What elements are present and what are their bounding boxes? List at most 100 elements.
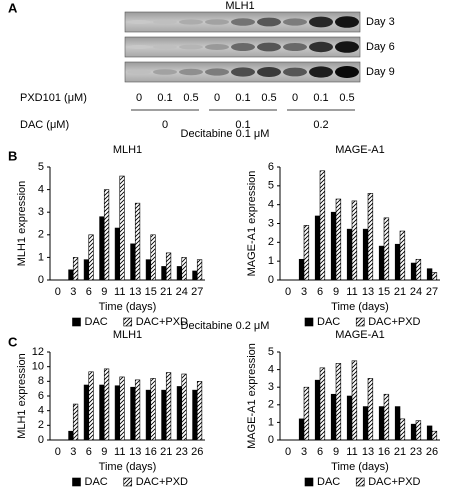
row-label: Day 9: [366, 66, 395, 78]
blot-band: [179, 19, 203, 25]
y-tick-label: 0: [38, 434, 44, 446]
y-axis-label: MLH1 expression: [16, 181, 28, 267]
blot-band: [205, 68, 229, 76]
x-axis-label: Time (days): [331, 461, 389, 473]
pxd-dose: 0: [214, 92, 220, 104]
chart-title: MLH1: [113, 329, 142, 341]
panel-label: B: [8, 148, 17, 163]
y-tick-label: 4: [268, 199, 274, 211]
bar: [330, 393, 337, 441]
bar: [319, 367, 326, 441]
y-tick-label: 0: [268, 434, 274, 446]
bar: [410, 423, 417, 441]
bar: [83, 259, 90, 281]
x-tick-label: 6: [86, 446, 92, 458]
blot-band: [153, 44, 177, 50]
x-tick-label: 9: [101, 446, 107, 458]
bar: [99, 384, 105, 441]
bar: [383, 217, 390, 281]
blot-band: [335, 16, 359, 28]
blot-band: [231, 43, 255, 51]
blot-band: [179, 68, 203, 76]
bar: [176, 386, 183, 441]
bar: [130, 386, 136, 441]
y-tick-label: 10: [32, 361, 44, 373]
dac-dose: 0.2: [313, 119, 328, 131]
bar: [99, 216, 105, 281]
x-tick-label: 6: [317, 446, 323, 458]
bar: [415, 420, 422, 441]
x-tick-label: 0: [285, 446, 291, 458]
bar: [83, 384, 90, 441]
x-tick-label: 3: [301, 286, 307, 298]
x-tick-label: 21: [160, 286, 172, 298]
blot-band: [335, 41, 359, 53]
bar: [88, 234, 94, 281]
y-tick-label: 3: [38, 206, 44, 218]
pxd-dose: 0.5: [183, 92, 198, 104]
x-tick-label: 13: [362, 286, 374, 298]
bar: [196, 259, 203, 281]
bar: [72, 257, 79, 281]
y-axis-label: MAGE-A1 expression: [246, 171, 258, 277]
pxd-dose: 0.5: [339, 92, 354, 104]
blot-band: [309, 41, 333, 53]
bar: [319, 170, 326, 281]
bar: [426, 268, 433, 281]
bar: [130, 243, 136, 281]
blot-band: [127, 20, 151, 24]
legend-swatch: [304, 477, 314, 487]
y-tick-label: 3: [268, 381, 274, 393]
legend-label: DAC: [317, 316, 340, 328]
y-axis-label: MLH1 expression: [16, 353, 28, 439]
legend-swatch: [355, 317, 365, 327]
blot-band: [257, 42, 281, 52]
x-tick-label: 26: [426, 446, 438, 458]
bar: [88, 371, 94, 441]
bar: [362, 406, 369, 441]
bar: [351, 200, 358, 281]
bar: [314, 215, 321, 281]
pxd-label: PXD101 (μM): [20, 92, 87, 104]
blot-band: [153, 19, 177, 25]
bar: [415, 258, 422, 281]
legend-label: DAC+PXD: [136, 476, 188, 488]
bar: [150, 378, 156, 441]
blot-band: [231, 18, 255, 26]
legend-label: DAC+PXD: [136, 316, 188, 328]
x-tick-label: 27: [426, 286, 438, 298]
x-tick-label: 11: [346, 286, 357, 298]
bar: [367, 193, 374, 281]
y-tick-label: 8: [38, 375, 44, 387]
legend-swatch: [72, 477, 81, 487]
x-tick-label: 23: [176, 446, 188, 458]
chart-title: MAGE-A1: [335, 329, 385, 341]
y-tick-label: 1: [38, 251, 44, 263]
bar: [335, 198, 342, 281]
bar: [165, 252, 172, 281]
bar: [181, 257, 187, 281]
x-tick-label: 13: [129, 286, 141, 298]
blot-band: [257, 17, 281, 27]
x-tick-label: 26: [191, 446, 203, 458]
bar: [192, 389, 198, 441]
x-tick-label: 0: [55, 286, 61, 298]
bar: [192, 270, 198, 281]
panel-label: C: [8, 334, 18, 349]
legend-swatch: [123, 477, 133, 487]
y-tick-label: 2: [268, 236, 274, 248]
bar: [383, 393, 390, 441]
pxd-dose: 0: [292, 92, 298, 104]
bar: [114, 385, 121, 441]
bar: [145, 259, 152, 281]
blot-band: [283, 43, 307, 51]
pxd-dose: 0.5: [261, 92, 276, 104]
x-tick-label: 11: [114, 446, 125, 458]
bar: [103, 189, 110, 281]
blot-band: [309, 16, 333, 28]
x-tick-label: 3: [70, 446, 76, 458]
blot-band: [127, 69, 151, 75]
bar: [119, 376, 125, 441]
panel-label: A: [8, 0, 18, 15]
blot-band: [257, 67, 281, 77]
